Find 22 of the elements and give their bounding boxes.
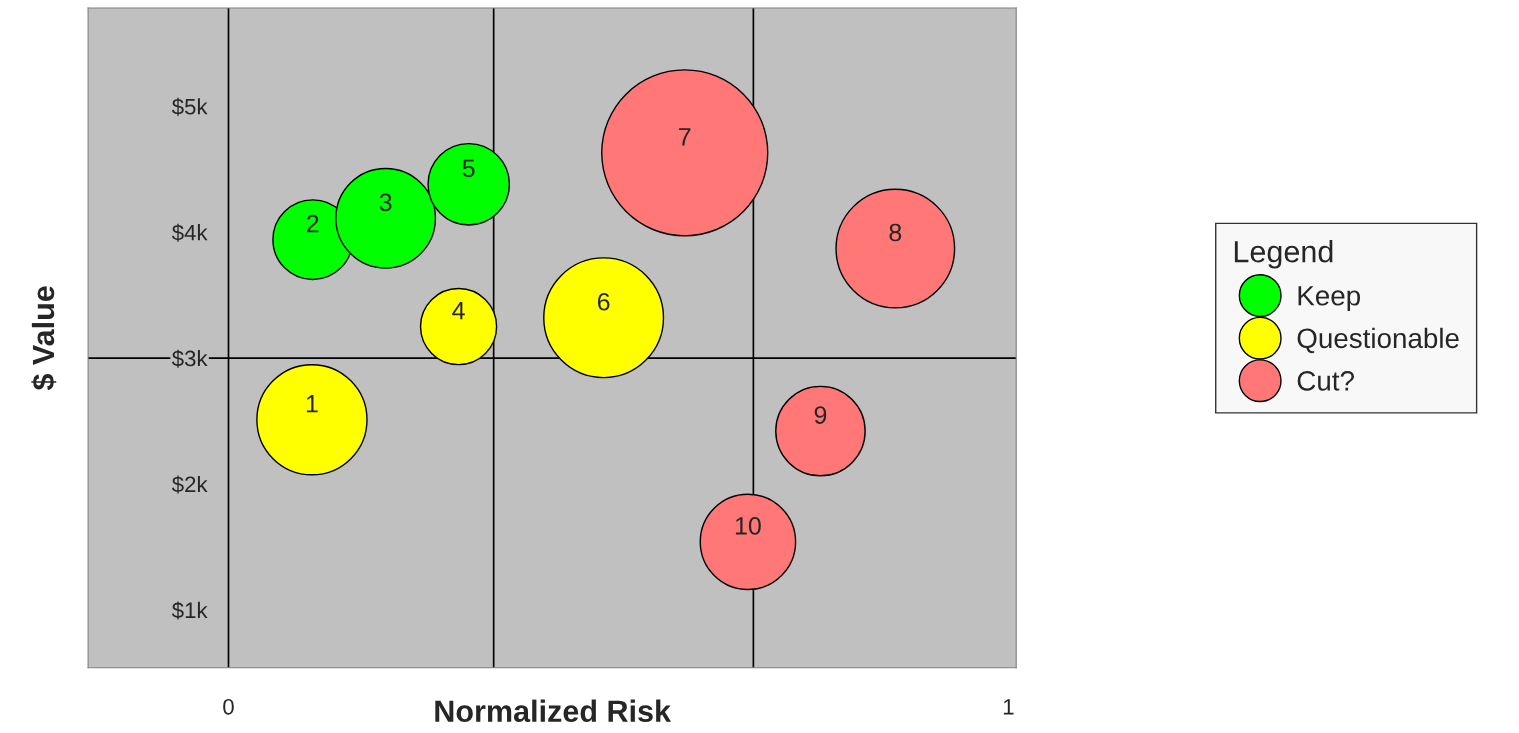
annotation: 3: [379, 193, 392, 212]
legend-label: Cut?: [1297, 371, 1354, 391]
annotation: 6: [597, 292, 610, 311]
legend-label: Keep: [1298, 286, 1360, 312]
y-tick-label: $2k: [171, 475, 208, 494]
legend-label: Questionable: [1297, 327, 1459, 354]
annotation: 8: [889, 223, 902, 242]
y-tick-label: $4k: [171, 223, 208, 242]
annotation: 5: [462, 159, 475, 178]
annotation: 7: [679, 128, 691, 146]
annotation: 4: [452, 301, 465, 320]
annotation: 1: [306, 395, 318, 413]
x-axis-title: Normalized Risk: [435, 699, 672, 723]
y-axis-title: $ Value: [31, 286, 57, 391]
legend-title: Legend: [1234, 240, 1333, 269]
y-tick-label: $3k: [171, 349, 208, 368]
y-tick-label: $1k: [171, 601, 208, 620]
annotation: 2: [307, 214, 319, 233]
y-tick-label: $5k: [171, 97, 208, 116]
annotation: 9: [814, 406, 827, 424]
x-tick-label: 0: [223, 698, 234, 715]
annotation: 10: [735, 516, 761, 535]
